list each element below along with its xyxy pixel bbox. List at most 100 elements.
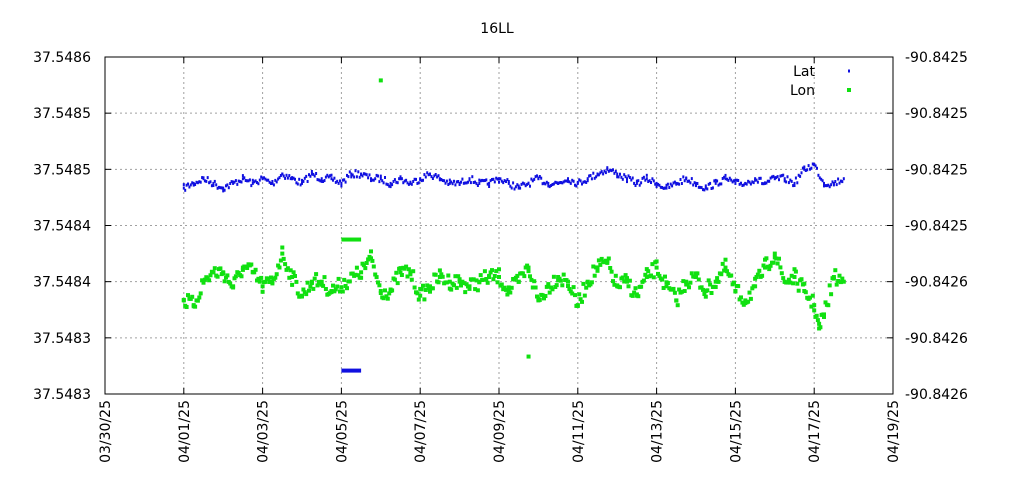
- data-point: [266, 276, 271, 281]
- data-point: [680, 182, 683, 185]
- data-point: [567, 179, 569, 183]
- data-point: [502, 285, 507, 290]
- data-point: [696, 182, 699, 185]
- data-point: [490, 268, 494, 273]
- data-point: [614, 170, 617, 173]
- data-point: [567, 287, 572, 291]
- data-point: [760, 273, 765, 278]
- legend-label-lon: Lon: [790, 83, 815, 99]
- data-point: [222, 189, 225, 193]
- data-point: [332, 178, 334, 182]
- data-point: [364, 172, 367, 176]
- data-point: [399, 273, 404, 277]
- data-point: [575, 184, 578, 188]
- data-point: [521, 181, 524, 185]
- data-point: [665, 186, 668, 190]
- data-point: [248, 178, 251, 182]
- data-point: [746, 299, 751, 304]
- data-point: [209, 180, 212, 184]
- data-point: [461, 177, 464, 181]
- data-point: [277, 265, 282, 270]
- data-point: [384, 176, 386, 179]
- data-point: [571, 285, 576, 290]
- data-point: [789, 178, 792, 182]
- data-point: [732, 280, 736, 285]
- data-point: [618, 285, 622, 290]
- data-point: [646, 269, 651, 274]
- data-point: [595, 175, 598, 179]
- data-point: [218, 185, 220, 189]
- data-point: [842, 177, 845, 181]
- data-point: [822, 312, 826, 317]
- data-point: [188, 185, 191, 189]
- data-point: [360, 172, 363, 176]
- data-point: [417, 181, 420, 185]
- data-point: [334, 180, 337, 184]
- data-point: [272, 183, 275, 187]
- data-point: [709, 181, 712, 185]
- data-point: [412, 180, 415, 183]
- data-point: [613, 273, 618, 278]
- data-point: [665, 183, 668, 187]
- data-point: [607, 169, 610, 173]
- data-point: [190, 294, 195, 299]
- data-point: [731, 180, 734, 184]
- data-point: [628, 176, 631, 179]
- data-point: [551, 274, 556, 279]
- data-point: [616, 172, 619, 176]
- data-point: [606, 256, 611, 261]
- data-point: [388, 184, 391, 188]
- data-point: [706, 278, 711, 283]
- data-point: [533, 285, 538, 290]
- data-point: [444, 280, 449, 285]
- data-point: [388, 289, 393, 293]
- data-point: [559, 181, 562, 184]
- data-point: [695, 271, 700, 276]
- data-point: [830, 183, 833, 187]
- data-point: [263, 279, 268, 284]
- data-point: [475, 288, 480, 293]
- data-point: [703, 289, 708, 293]
- data-point: [531, 179, 534, 183]
- data-point: [802, 281, 807, 286]
- data-point: [706, 187, 709, 191]
- data-point: [718, 182, 721, 186]
- data-point: [647, 180, 650, 183]
- data-point: [694, 275, 698, 279]
- data-point: [595, 265, 600, 270]
- data-point: [392, 277, 397, 282]
- data-point: [305, 280, 310, 285]
- data-point: [182, 186, 185, 190]
- data-point: [523, 182, 526, 186]
- data-point: [535, 294, 539, 299]
- y-tick-label: 37.5484: [33, 275, 91, 291]
- data-point: [550, 184, 553, 187]
- data-point: [778, 265, 783, 270]
- data-point: [264, 177, 267, 181]
- data-point: [374, 275, 379, 280]
- data-point: [734, 178, 737, 182]
- data-point: [195, 180, 198, 184]
- data-point: [350, 175, 353, 179]
- data-point: [445, 179, 448, 183]
- data-point: [582, 293, 587, 298]
- y-tick-label: 37.5483: [33, 331, 91, 347]
- data-point: [568, 180, 571, 184]
- data-point: [231, 284, 236, 289]
- data-point: [373, 272, 378, 277]
- data-point: [418, 293, 423, 298]
- data-point: [465, 181, 468, 185]
- data-point: [838, 280, 843, 285]
- data-point: [405, 274, 410, 279]
- data-point: [832, 181, 835, 185]
- data-point: [287, 275, 292, 280]
- data-point: [381, 296, 386, 301]
- legend-label-lat: Lat: [793, 64, 815, 80]
- data-point: [785, 180, 788, 184]
- data-point: [429, 172, 431, 176]
- data-point: [703, 294, 708, 299]
- data-point: [599, 171, 602, 175]
- data-point: [826, 303, 831, 308]
- data-point: [281, 172, 284, 176]
- data-point: [475, 182, 478, 186]
